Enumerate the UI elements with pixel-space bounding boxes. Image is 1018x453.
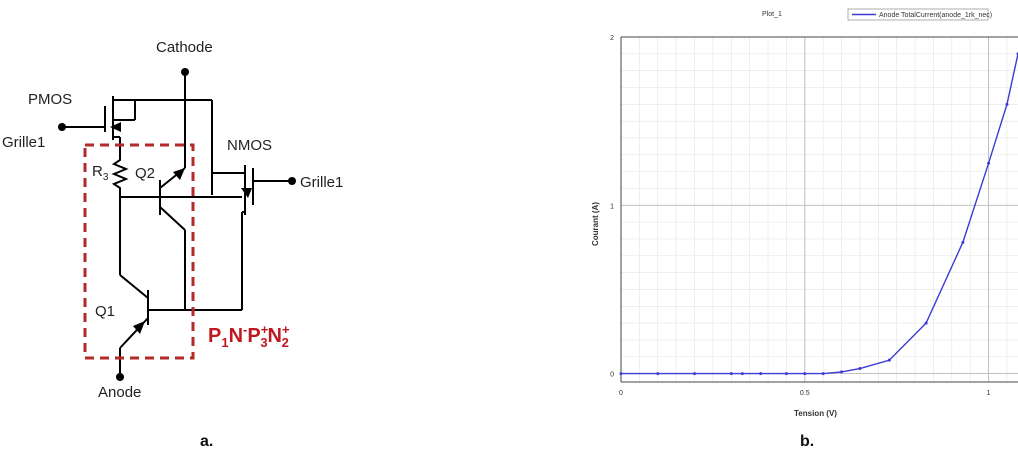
transistor-arrows [110, 122, 252, 334]
data-point [821, 372, 825, 376]
x-tick-label: 0.5 [800, 390, 810, 397]
plot-series [619, 52, 1018, 376]
data-point [840, 370, 844, 374]
q1-label: Q1 [95, 303, 115, 320]
anode-terminal [116, 373, 124, 381]
legend-box [847, 8, 989, 21]
plot-grid [620, 36, 1018, 382]
r3-label: R3 [92, 163, 109, 183]
grille-right-label: Grille1 [300, 174, 343, 191]
data-point [784, 372, 788, 376]
anode-label: Anode [98, 384, 141, 401]
y-tick-label: 0 [610, 372, 614, 379]
data-point [740, 372, 744, 376]
grille-left-terminal [58, 123, 66, 131]
data-point [887, 358, 891, 362]
caption-a: a. [200, 433, 213, 450]
nmos-label: NMOS [227, 137, 272, 154]
data-point [619, 372, 623, 376]
x-tick-label: 1 [987, 390, 991, 397]
data-point [656, 372, 660, 376]
x-axis-title: Tension (V) [794, 409, 837, 418]
grille-right-terminal [288, 177, 296, 185]
pmos-arrow [110, 122, 121, 132]
data-point [961, 240, 965, 244]
legend-label: Anode TotalCurrent(anode_1rk_nec) [879, 12, 992, 19]
data-point [693, 372, 697, 376]
data-point [759, 372, 763, 376]
data-point [1005, 102, 1009, 106]
caption-b: b. [800, 433, 814, 450]
x-tick-label: 0 [619, 390, 623, 397]
data-point [924, 321, 928, 325]
nmos-arrow [241, 188, 252, 198]
series-line [621, 53, 1018, 375]
data-point [729, 372, 733, 376]
cathode-terminal [181, 68, 189, 76]
legend: Anode TotalCurrent(anode_1rk_nec) [847, 8, 992, 21]
q2-arrow [173, 168, 185, 180]
r3-resistor [111, 155, 129, 197]
grille-left-label: Grille1 [2, 134, 45, 151]
data-point [858, 367, 862, 371]
plot-axes: 0 0.5 1 0 1 2 [610, 35, 1018, 397]
y-axis-title: Courant (A) [591, 202, 600, 246]
q1-arrow [133, 321, 145, 334]
q2-collector [159, 206, 186, 231]
iv-plot: Plot_1 Anode TotalCurrent(anode_1rk_nec)… [591, 8, 1018, 418]
q1-collector [119, 274, 149, 299]
plot-header: Plot_1 [762, 11, 782, 18]
pmos-label: PMOS [28, 91, 72, 108]
cathode-label: Cathode [156, 39, 213, 56]
y-tick-label: 2 [610, 35, 614, 42]
structure-box [83, 143, 195, 360]
structure-label: P1N-P+ 3N+ 2 [208, 322, 290, 350]
circuit-diagram [62, 72, 292, 377]
q2-label: Q2 [135, 165, 155, 182]
y-tick-label: 1 [610, 203, 614, 210]
data-point [987, 161, 991, 165]
data-point [803, 372, 807, 376]
